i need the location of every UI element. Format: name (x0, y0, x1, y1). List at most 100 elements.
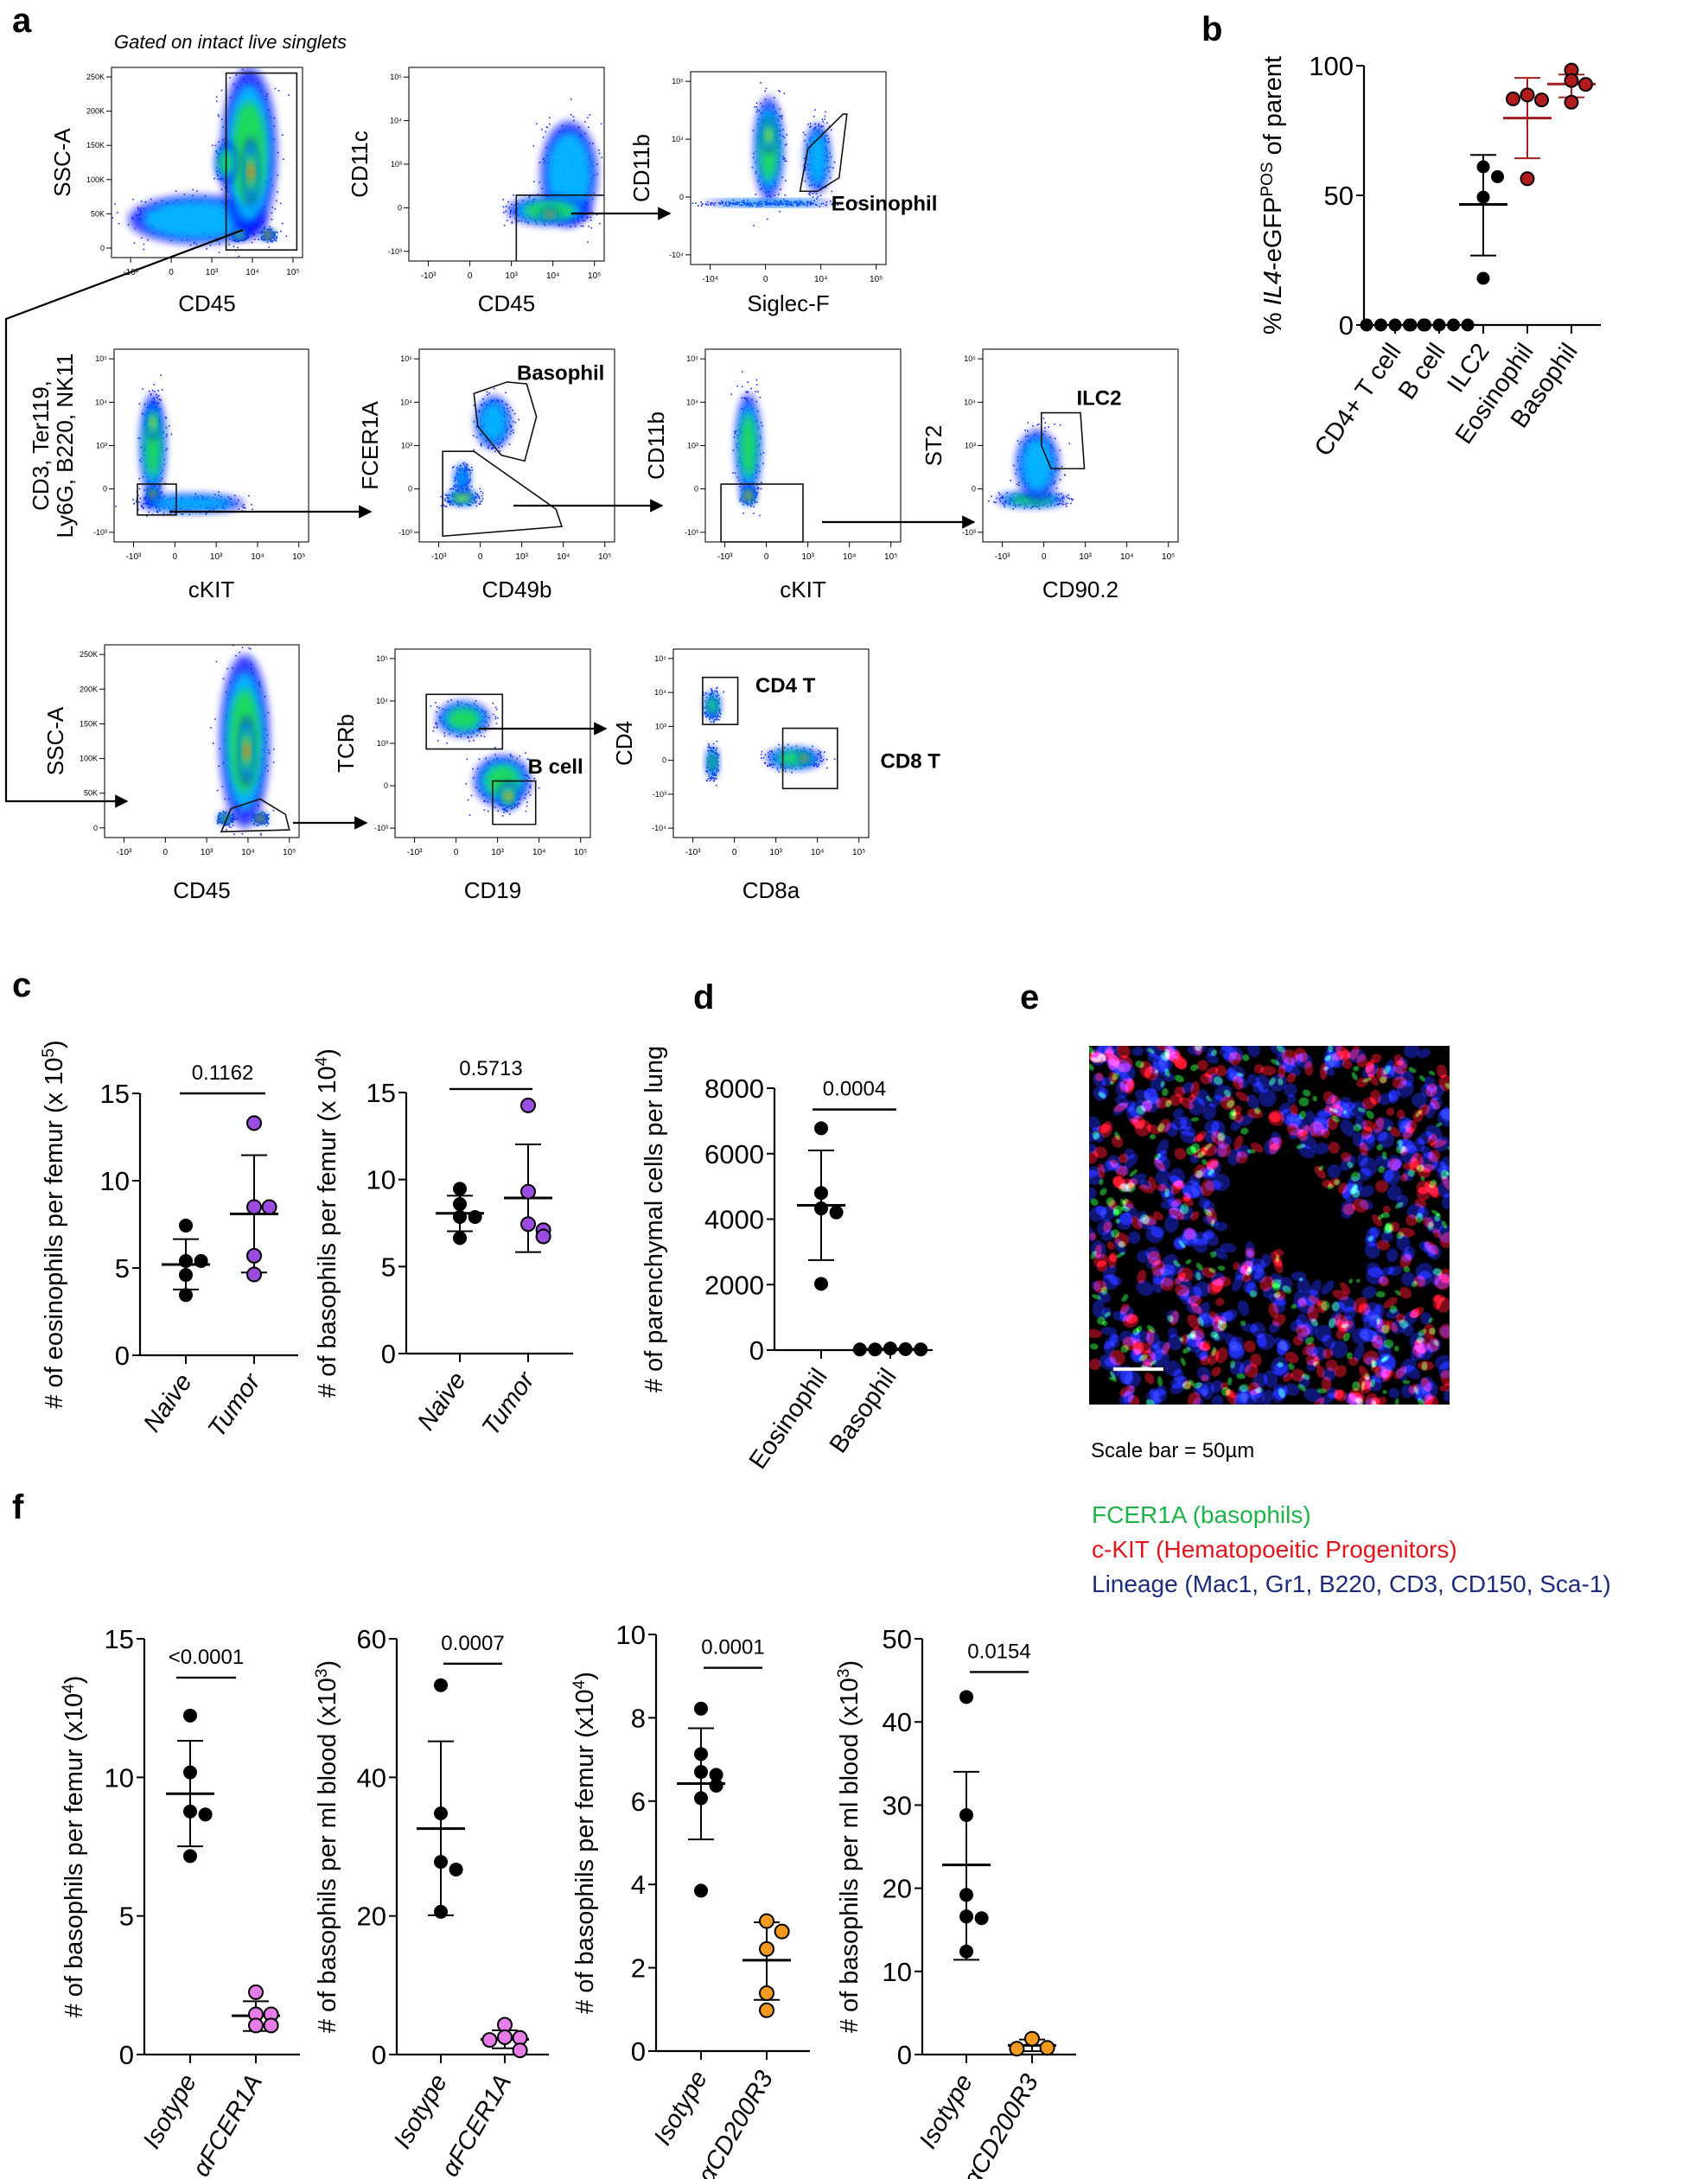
y-tick-label: 15 (100, 1079, 130, 1109)
gate[interactable] (702, 676, 739, 726)
data-point (1564, 94, 1579, 110)
y-tick-label: 40 (357, 1762, 386, 1793)
y-tick-label: 10⁵ (376, 654, 388, 663)
y-axis-label-part: ) (836, 1660, 864, 1669)
data-point (814, 1121, 828, 1136)
y-axis-label: FCER1A (357, 401, 383, 490)
flow-plot: -10³ 0 10³ 10⁴ 10⁵ -10⁴ -10³ 0 10³ 10⁴ 10⁵ CD8a CD4 C… (611, 648, 940, 903)
y-tick-label: 10⁵ (95, 354, 107, 363)
x-tick-label: 10⁴ (546, 271, 559, 281)
data-point (814, 1201, 828, 1216)
y-tick-label: 5 (115, 1253, 130, 1284)
density-cloud (112, 67, 290, 258)
data-point (520, 1216, 536, 1233)
data-point (183, 1765, 197, 1780)
y-axis-label: CD3, Ter119, (28, 380, 54, 511)
y-axis-label: # of eosinophils per femur (x 105) (40, 1040, 69, 1408)
data-point (179, 1253, 193, 1268)
y-axis-label-part: 3 (313, 1669, 331, 1679)
y-axis-label: SSC-A (49, 128, 75, 197)
y-tick-label: 6000 (704, 1139, 764, 1169)
y-tick-label: 20 (883, 1874, 912, 1904)
gate[interactable] (720, 483, 804, 543)
gate[interactable] (442, 450, 564, 538)
y-axis-label-part: IL4 (1259, 271, 1287, 305)
y-tick-label: 8000 (704, 1074, 764, 1104)
y-tick-label: 0 (694, 485, 698, 494)
y-tick-label: -10³ (388, 247, 402, 256)
dot-plot-f: 0 20 40 60 # of basophils per ml blood (x103… (313, 1624, 549, 2179)
x-tick-label: 10⁴ (251, 552, 264, 562)
gate[interactable] (220, 798, 290, 833)
microscopy-image (1089, 1046, 1450, 1405)
gate[interactable] (799, 113, 848, 193)
y-tick-label: 8 (631, 1703, 646, 1733)
y-axis-label-part: 5 (40, 1048, 58, 1058)
x-tick-label: 10⁴ (245, 268, 258, 277)
y-tick-label: 150K (80, 719, 98, 728)
data-point (183, 1804, 197, 1819)
x-tick-label: 0 (764, 552, 769, 562)
plot-frame (672, 648, 870, 838)
data-point (898, 1341, 913, 1356)
y-tick-label: 10³ (96, 442, 107, 450)
gate-label: ILC2 (1076, 387, 1121, 411)
y-tick-label: 10⁵ (390, 73, 402, 81)
x-axis-label: CD45 (478, 290, 535, 316)
plot-frame (982, 348, 1179, 543)
y-tick-label: -10³ (962, 528, 976, 537)
y-tick-label: 0 (384, 781, 388, 790)
y-tick-label: 2000 (704, 1270, 764, 1300)
gate[interactable] (492, 780, 537, 825)
x-tick-label: -10³ (717, 552, 733, 562)
data-point (959, 1690, 973, 1704)
x-tick-label: -10³ (117, 848, 132, 857)
x-tick-label: -10³ (421, 271, 437, 281)
data-point (1432, 318, 1446, 332)
x-tick-label: 0 (763, 275, 768, 284)
x-tick-label: 0 (468, 271, 473, 281)
y-tick-label: 0 (372, 2040, 386, 2070)
y-tick-label: 15 (366, 1078, 396, 1108)
y-tick-label: 10 (883, 1957, 912, 1987)
y-tick-label: 50K (91, 209, 105, 218)
gate[interactable] (781, 727, 838, 790)
gate[interactable] (473, 381, 538, 462)
data-point (974, 1911, 989, 1926)
flow-plot: -10³ 0 10³ 10⁴ 10⁵ -10³ 0 10³ 10⁴ 10⁵ CD49b FCER1A B… (357, 348, 615, 602)
legend-lineage: Lineage (Mac1, Gr1, B220, CD3, CD150, Sc… (1092, 1571, 1611, 1597)
x-tick-label: 10⁵ (283, 848, 296, 857)
x-tick-label: 0 (454, 848, 459, 857)
data-point (434, 1678, 448, 1692)
y-tick-label: -10³ (685, 528, 698, 537)
data-point (183, 1708, 197, 1723)
gate[interactable] (515, 194, 604, 261)
y-tick-label: 250K (80, 650, 98, 659)
y-tick-label: 0 (93, 824, 98, 832)
gate[interactable] (1041, 411, 1086, 470)
data-point (1360, 318, 1373, 332)
y-tick-label: -10⁴ (652, 824, 666, 832)
data-point (694, 1791, 708, 1806)
y-tick-label: 20 (357, 1902, 386, 1932)
y-tick-label: 10 (105, 1762, 134, 1793)
x-tick-label: 10³ (515, 552, 528, 562)
flow-plot: -10³ 0 10³ 10⁴ 10⁵ -10³ 0 10³ 10⁴ 10⁵ CD19 TCRb B ce… (333, 648, 591, 903)
y-tick-label: 15 (105, 1624, 134, 1654)
y-axis-label-part: 4 (570, 1679, 589, 1689)
x-tick-label: 10⁴ (1120, 552, 1133, 562)
gate[interactable] (137, 483, 177, 516)
flow-plot: -10³ 0 10³ 10⁴ 10⁵050K100K150K200K250KCD45SS… (49, 67, 303, 316)
density-cloud (730, 371, 765, 517)
data-point (1534, 92, 1549, 108)
y-tick-label: 0 (398, 203, 402, 212)
gate[interactable] (425, 693, 504, 750)
gate-label: Basophil (517, 362, 604, 385)
gate[interactable] (225, 72, 298, 252)
data-point (248, 1984, 264, 2000)
p-value-label: 0.0001 (701, 1636, 764, 1660)
